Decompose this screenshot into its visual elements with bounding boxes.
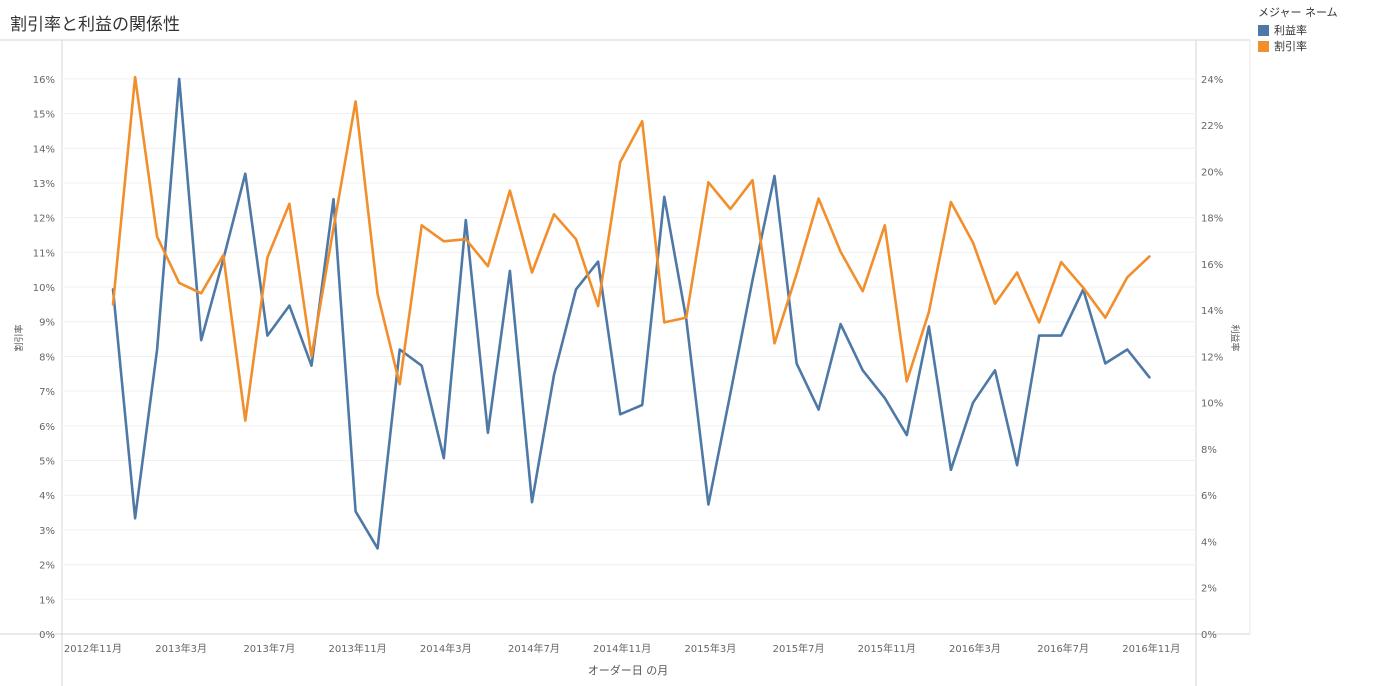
y-left-tick-label: 2% — [39, 561, 55, 572]
x-tick-label: 2014年11月 — [593, 642, 651, 655]
y-left-tick-label: 16% — [33, 75, 55, 86]
series-line-discount-rate — [111, 75, 1151, 422]
y-right-tick-label: 12% — [1201, 352, 1223, 363]
y-left-tick-label: 7% — [39, 387, 55, 398]
y-right-tick-label: 2% — [1201, 584, 1217, 595]
legend-item-profit-rate[interactable]: 利益率 — [1258, 23, 1338, 37]
y-left-tick-label: 1% — [39, 595, 55, 606]
chart-title: 割引率と利益の関係性 — [10, 15, 180, 35]
y-right-axis-title: 利益率 — [1229, 324, 1241, 351]
y-left-tick-label: 4% — [39, 491, 55, 502]
legend-item-discount-rate[interactable]: 割引率 — [1258, 39, 1338, 53]
y-left-tick-label: 8% — [39, 352, 55, 363]
x-tick-label: 2016年3月 — [949, 642, 1001, 655]
y-right-tick-label: 24% — [1201, 75, 1223, 86]
y-left-tick-label: 0% — [39, 630, 55, 641]
y-right-tick-label: 4% — [1201, 537, 1217, 548]
y-left-tick-label: 12% — [33, 214, 55, 225]
legend-swatch-profit-rate — [1258, 24, 1269, 36]
y-right-tick-label: 6% — [1201, 491, 1217, 502]
y-right-tick-label: 14% — [1201, 306, 1223, 317]
x-tick-label: 2013年7月 — [243, 642, 295, 655]
x-tick-label: 2014年3月 — [420, 642, 472, 655]
legend-label-profit-rate: 利益率 — [1274, 24, 1307, 37]
legend: メジャー ネーム 利益率 割引率 — [1258, 4, 1338, 55]
y-left-tick-label: 13% — [33, 179, 55, 190]
x-tick-label: 2015年3月 — [684, 642, 736, 655]
legend-label-discount-rate: 割引率 — [1274, 40, 1307, 53]
y-left-tick-label: 15% — [33, 110, 55, 121]
x-tick-label: 2013年3月 — [155, 642, 207, 655]
y-right-tick-label: 20% — [1201, 167, 1223, 178]
y-right-tick-label: 16% — [1201, 260, 1223, 271]
y-left-tick-label: 6% — [39, 422, 55, 433]
y-left-tick-label: 14% — [33, 144, 55, 155]
y-left-tick-label: 3% — [39, 526, 55, 537]
legend-swatch-discount-rate — [1258, 40, 1269, 52]
y-right-tick-label: 22% — [1201, 121, 1223, 132]
y-left-axis-title: 割引率 — [13, 324, 25, 351]
x-tick-label: 2015年7月 — [773, 642, 825, 655]
y-right-tick-label: 18% — [1201, 214, 1223, 225]
legend-title: メジャー ネーム — [1258, 6, 1338, 19]
x-tick-label: 2014年7月 — [508, 642, 560, 655]
x-axis-title: オーダー日 の月 — [588, 663, 669, 677]
y-left-tick-label: 10% — [33, 283, 55, 294]
x-tick-label: 2013年11月 — [328, 642, 386, 655]
x-tick-label: 2015年11月 — [858, 642, 916, 655]
x-tick-label: 2016年11月 — [1122, 642, 1180, 655]
y-right-tick-label: 0% — [1201, 630, 1217, 641]
x-tick-label: 2016年7月 — [1037, 642, 1089, 655]
y-right-tick-label: 8% — [1201, 445, 1217, 456]
y-left-tick-label: 9% — [39, 318, 55, 329]
y-left-tick-label: 5% — [39, 457, 55, 468]
y-right-tick-label: 10% — [1201, 399, 1223, 410]
series-line-profit-rate — [111, 77, 1151, 550]
x-tick-label: 2012年11月 — [64, 642, 122, 655]
y-left-tick-label: 11% — [33, 248, 55, 259]
